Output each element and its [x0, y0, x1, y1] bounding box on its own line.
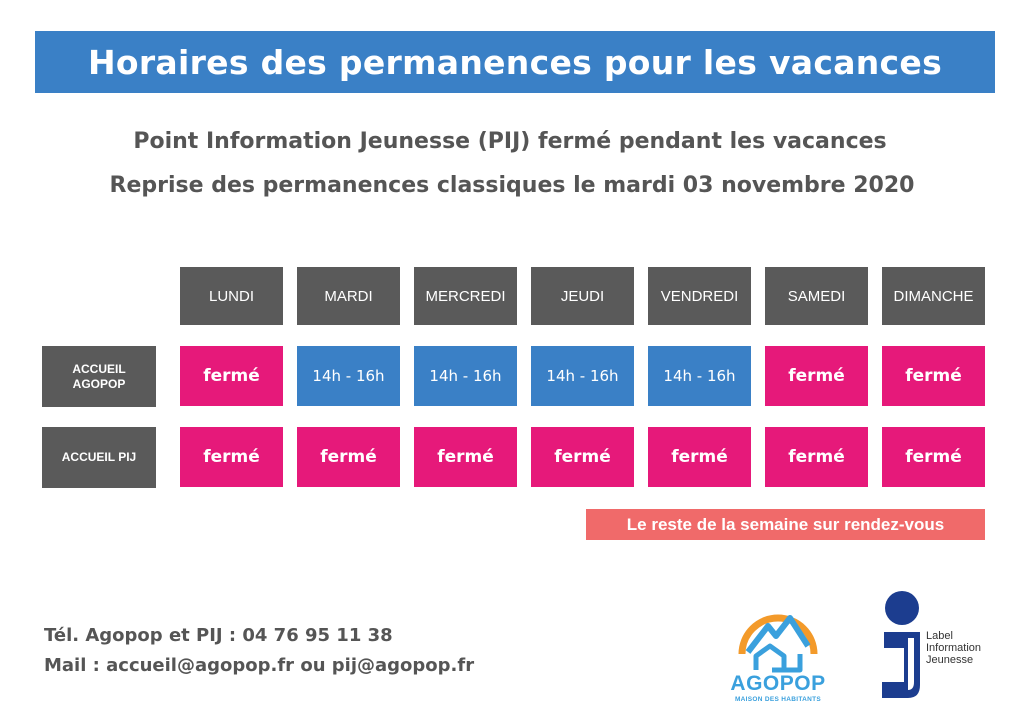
- agopop-logo-name: AGOPOP: [730, 672, 826, 695]
- day-header-mardi: MARDI: [297, 267, 400, 325]
- cell-agopop-vendredi: 14h - 16h: [648, 346, 751, 406]
- cell-pij-lundi: fermé: [180, 427, 283, 487]
- day-header-jeudi: JEUDI: [531, 267, 634, 325]
- row-label-accueil-pij: ACCUEIL PIJ: [42, 427, 156, 488]
- day-header-dimanche: DIMANCHE: [882, 267, 985, 325]
- resume-date-notice: Reprise des permanences classiques le ma…: [109, 173, 915, 198]
- page-title: Horaires des permanences pour les vacanc…: [35, 31, 995, 93]
- cell-pij-mardi: fermé: [297, 427, 400, 487]
- cell-pij-dimanche: fermé: [882, 427, 985, 487]
- contact-phone: Tél. Agopop et PIJ : 04 76 95 11 38: [44, 625, 393, 646]
- cell-agopop-samedi: fermé: [765, 346, 868, 406]
- information-jeunesse-label: Label Information Jeunesse: [926, 630, 998, 666]
- cell-agopop-lundi: fermé: [180, 346, 283, 406]
- appointment-notice: Le reste de la semaine sur rendez-vous: [586, 509, 985, 540]
- day-header-samedi: SAMEDI: [765, 267, 868, 325]
- agopop-logo-tagline: MAISON DES HABITANTS: [734, 696, 822, 703]
- pij-closed-notice: Point Information Jeunesse (PIJ) fermé p…: [133, 129, 887, 154]
- cell-pij-mercredi: fermé: [414, 427, 517, 487]
- cell-agopop-dimanche: fermé: [882, 346, 985, 406]
- cell-agopop-mercredi: 14h - 16h: [414, 346, 517, 406]
- agopop-logo-icon: [738, 614, 818, 673]
- cell-pij-vendredi: fermé: [648, 427, 751, 487]
- day-header-mercredi: MERCREDI: [414, 267, 517, 325]
- cell-agopop-mardi: 14h - 16h: [297, 346, 400, 406]
- cell-pij-jeudi: fermé: [531, 427, 634, 487]
- row-label-text: ACCUEIL AGOPOP: [72, 361, 126, 391]
- cell-agopop-jeudi: 14h - 16h: [531, 346, 634, 406]
- information-jeunesse-logo-icon: [882, 591, 920, 698]
- contact-email: Mail : accueil@agopop.fr ou pij@agopop.f…: [44, 655, 475, 676]
- day-header-lundi: LUNDI: [180, 267, 283, 325]
- cell-pij-samedi: fermé: [765, 427, 868, 487]
- pij-label-text: Label Information Jeunesse: [926, 630, 982, 666]
- day-header-vendredi: VENDREDI: [648, 267, 751, 325]
- row-label-accueil-agopop: ACCUEIL AGOPOP: [42, 346, 156, 407]
